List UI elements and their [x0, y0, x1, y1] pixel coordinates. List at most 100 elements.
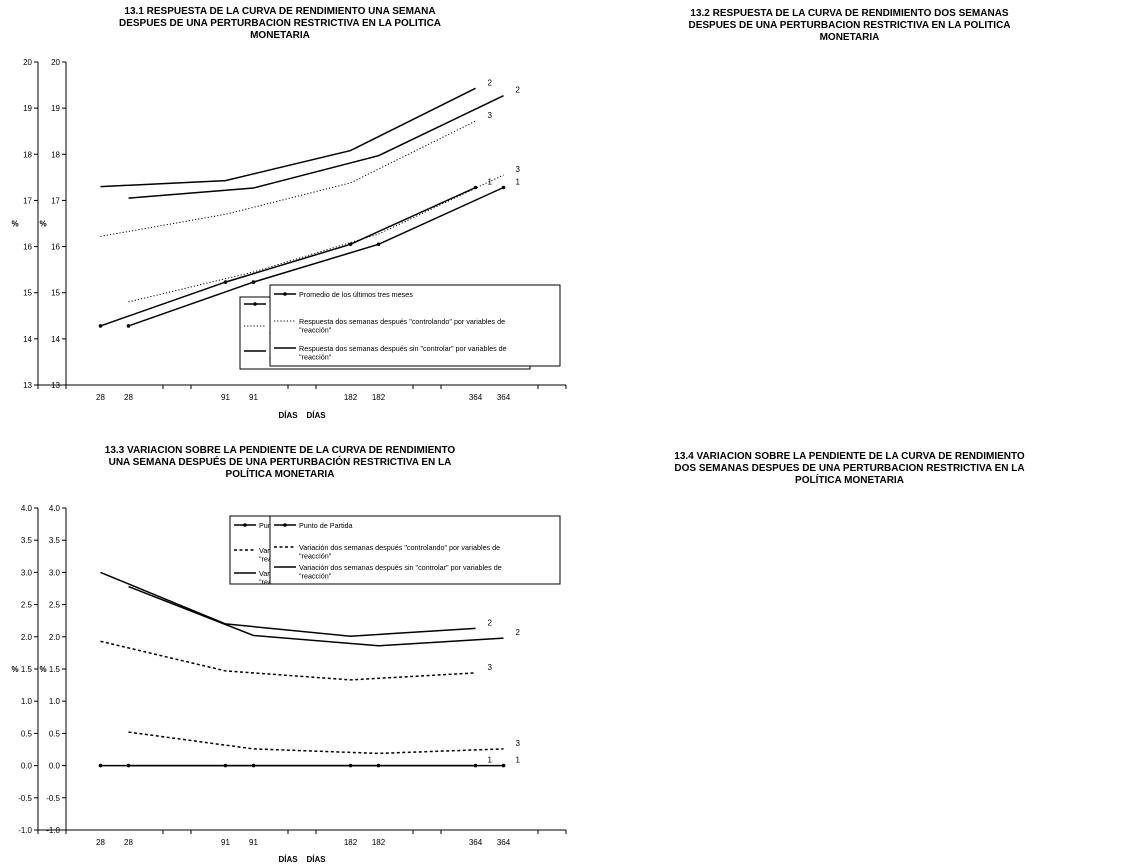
series-end-label: 2	[516, 86, 521, 95]
x-tick-label: 364	[469, 838, 483, 847]
y-axis-label: %	[11, 665, 18, 674]
series-end-label: 3	[488, 663, 493, 672]
legend-marker	[243, 523, 247, 527]
legend-box	[269, 284, 561, 367]
y-tick-label: 3.5	[21, 536, 33, 545]
y-tick-label: 16	[23, 243, 32, 252]
y-tick-label: 13	[23, 381, 32, 390]
x-tick-label: 364	[497, 838, 511, 847]
y-tick-label: 13	[51, 381, 60, 390]
y-tick-label: 2.5	[49, 601, 61, 610]
y-tick-label: 19	[51, 104, 60, 113]
y-tick-label: 0.5	[21, 729, 33, 738]
data-point	[376, 242, 381, 247]
legend-marker	[283, 292, 287, 296]
y-tick-label: -0.5	[18, 794, 32, 803]
x-tick-label: 364	[497, 393, 511, 402]
y-tick-label: 14	[23, 335, 32, 344]
y-tick-label: 20	[23, 58, 32, 67]
y-tick-label: 14	[51, 335, 60, 344]
y-tick-label: 1.0	[49, 697, 61, 706]
series-line-1	[100, 186, 476, 327]
x-axis-label: DÍAS	[306, 855, 326, 864]
series-end-label: 2	[488, 618, 493, 627]
y-tick-label: 18	[51, 150, 60, 159]
x-tick-label: 91	[249, 393, 258, 402]
y-tick-label: 15	[23, 289, 32, 298]
legend-label: Respuesta dos semanas después sin "contr…	[299, 344, 507, 362]
legend-label: Respuesta dos semanas después "controlan…	[299, 317, 505, 335]
data-point	[348, 242, 353, 247]
x-tick-label: 28	[124, 393, 133, 402]
series-line-1	[128, 186, 504, 327]
series-line-3	[100, 571, 476, 637]
y-tick-label: 16	[51, 243, 60, 252]
chart-plot: -1.0 -0.5 0.0 0.5 1.0 1.5 2.0 2.5 3.0 3.5 4.0 28 91 1…	[39, 504, 567, 864]
x-axis-label: DÍAS	[278, 855, 298, 864]
y-tick-label: 1.5	[49, 665, 61, 674]
data-point	[501, 763, 506, 768]
y-tick-label: 0.5	[49, 729, 61, 738]
y-tick-label: 2.5	[21, 601, 33, 610]
series-line-2	[128, 731, 504, 755]
y-axis-label: %	[39, 665, 46, 674]
y-tick-label: 4.0	[49, 504, 61, 513]
chart-panel-13-4: 13.4 VARIACION SOBRE LA PENDIENTE DE LA …	[39, 438, 1129, 865]
series-end-label: 3	[488, 111, 493, 120]
chart-title: 13.3 VARIACION SOBRE LA PENDIENTE DE LA …	[104, 445, 456, 480]
x-tick-label: 28	[96, 838, 105, 847]
legend-marker	[253, 302, 257, 306]
series-end-label: 3	[516, 739, 521, 748]
y-tick-label: 3.5	[49, 536, 61, 545]
x-tick-label: 91	[221, 393, 230, 402]
y-tick-label: 3.0	[49, 568, 61, 577]
data-point	[251, 763, 256, 768]
y-tick-label: 2.0	[49, 633, 61, 642]
x-tick-label: 182	[372, 838, 386, 847]
x-tick-label: 182	[344, 393, 358, 402]
series-end-label: 2	[516, 628, 521, 637]
legend-label: Variación dos semanas después sin "contr…	[299, 563, 502, 581]
data-point	[501, 185, 506, 190]
legend-label: Punto de Partida	[299, 521, 353, 530]
series-end-label: 2	[488, 78, 493, 87]
data-point	[126, 324, 131, 328]
x-tick-label: 91	[221, 838, 230, 847]
legend-label: Variación dos semanas después "controlan…	[299, 543, 500, 561]
series-line-3	[128, 585, 504, 647]
series-end-label: 1	[516, 756, 521, 765]
y-tick-label: 0.0	[21, 762, 33, 771]
y-tick-label: 1.5	[21, 665, 33, 674]
y-tick-label: 17	[23, 196, 32, 205]
x-tick-label: 91	[249, 838, 258, 847]
y-tick-label: -1.0	[18, 826, 32, 835]
series-line-3	[128, 95, 504, 199]
y-axis-label: %	[11, 220, 18, 229]
x-axis-label: DÍAS	[278, 411, 298, 420]
series-line-3	[100, 87, 476, 188]
series-line-2	[128, 174, 504, 303]
y-tick-label: 20	[51, 58, 60, 67]
y-tick-label: 18	[23, 150, 32, 159]
x-tick-label: 28	[96, 393, 105, 402]
y-tick-label: 3.0	[21, 568, 33, 577]
series-end-label: 3	[516, 165, 521, 174]
data-point	[98, 763, 103, 768]
x-tick-label: 28	[124, 838, 133, 847]
y-tick-label: 17	[51, 196, 60, 205]
chart-title: 13.4 VARIACION SOBRE LA PENDIENTE DE LA …	[674, 451, 1025, 486]
chart-title: 13.1 RESPUESTA DE LA CURVA DE RENDIMIENT…	[118, 6, 442, 41]
data-point	[98, 324, 103, 328]
y-tick-label: 4.0	[21, 504, 33, 513]
legend-marker	[283, 523, 287, 527]
y-tick-label: 0.0	[49, 762, 61, 771]
y-tick-label: 2.0	[21, 633, 33, 642]
chart-title: 13.2 RESPUESTA DE LA CURVA DE RENDIMIENT…	[688, 8, 1011, 43]
y-tick-label: 15	[51, 289, 60, 298]
x-tick-label: 182	[372, 393, 386, 402]
x-tick-label: 364	[469, 393, 483, 402]
y-tick-label: 19	[23, 104, 32, 113]
y-tick-label: -1.0	[46, 826, 60, 835]
chart-panel-13-3: 13.3 VARIACION SOBRE LA PENDIENTE DE LA …	[0, 438, 560, 865]
